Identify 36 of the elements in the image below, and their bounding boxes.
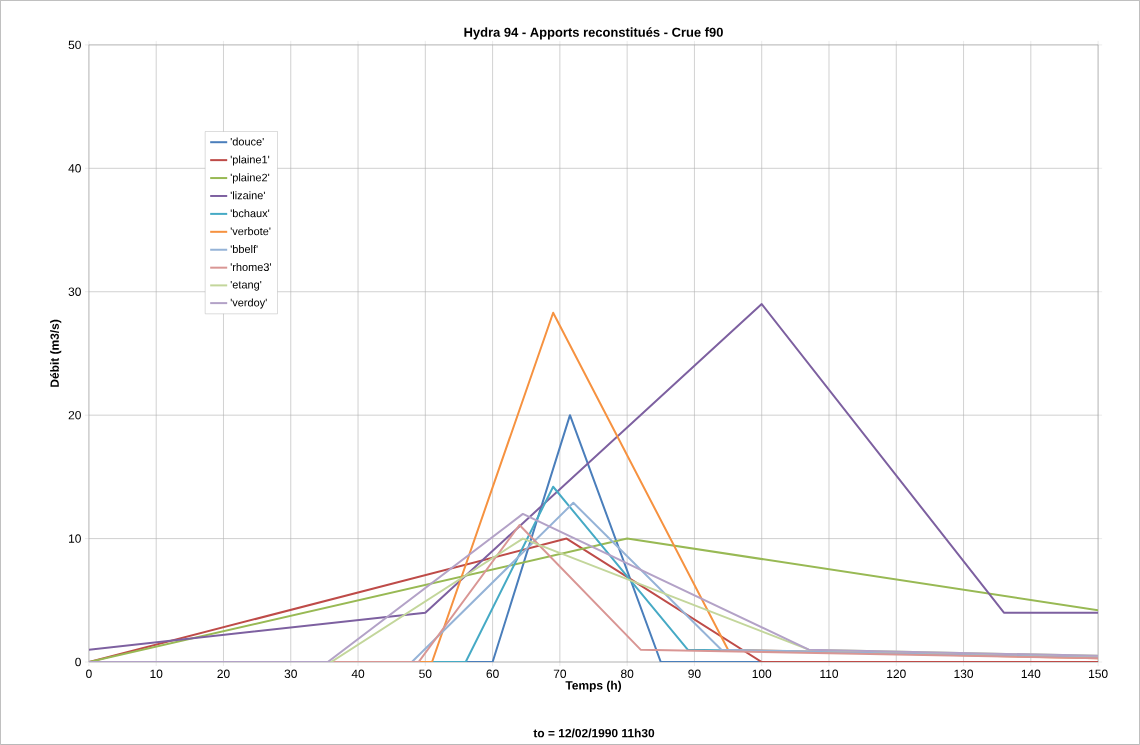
legend-label: 'verbote'	[230, 227, 271, 236]
y-tick-label: 10	[69, 534, 81, 543]
x-tick-label: 0	[86, 669, 92, 679]
x-tick-label: 30	[284, 669, 297, 679]
y-tick-label: 0	[75, 657, 81, 667]
y-tick-label: 40	[68, 164, 81, 173]
x-tick-label: 100	[752, 669, 772, 679]
legend-label: 'etang'	[230, 280, 262, 291]
legend-label: 'plaine2'	[230, 173, 270, 184]
legend-label: 'rhome3'	[230, 262, 271, 272]
legend-label: 'plaine1'	[230, 155, 270, 166]
x-tick-label: 140	[1021, 669, 1041, 679]
x-tick-label: 130	[954, 669, 974, 679]
x-tick-label: 60	[486, 669, 499, 679]
legend-label: 'bchaux'	[230, 209, 270, 218]
y-axis-title: Débit (m3/s)	[50, 319, 62, 387]
x-tick-label: 90	[688, 669, 701, 679]
x-tick-label: 50	[419, 669, 432, 679]
y-tick-label: 50	[68, 40, 81, 50]
legend-label: 'lizaine'	[230, 191, 265, 200]
legend-label: 'bbelf'	[230, 245, 258, 254]
x-tick-label: 120	[887, 669, 906, 679]
legend-label: 'douce'	[230, 137, 264, 146]
x-tick-label: 80	[621, 669, 634, 679]
y-tick-label: 30	[68, 287, 81, 296]
x-tick-label: 10	[150, 669, 163, 679]
x-tick-label: 40	[351, 669, 365, 679]
chart-title: Hydra 94 - Apports reconstitués - Crue f90	[464, 27, 723, 40]
x-axis-title: Temps (h)	[565, 680, 622, 693]
x-tick-label: 110	[820, 669, 839, 679]
x-tick-label: 150	[1089, 669, 1108, 679]
text: to = 12/02/1990 11h30	[533, 728, 655, 738]
x-tick-label: 20	[217, 669, 230, 679]
x-tick-label: 70	[553, 669, 567, 679]
y-tick-label: 20	[68, 410, 81, 420]
legend-label: 'verdoy'	[230, 298, 267, 309]
